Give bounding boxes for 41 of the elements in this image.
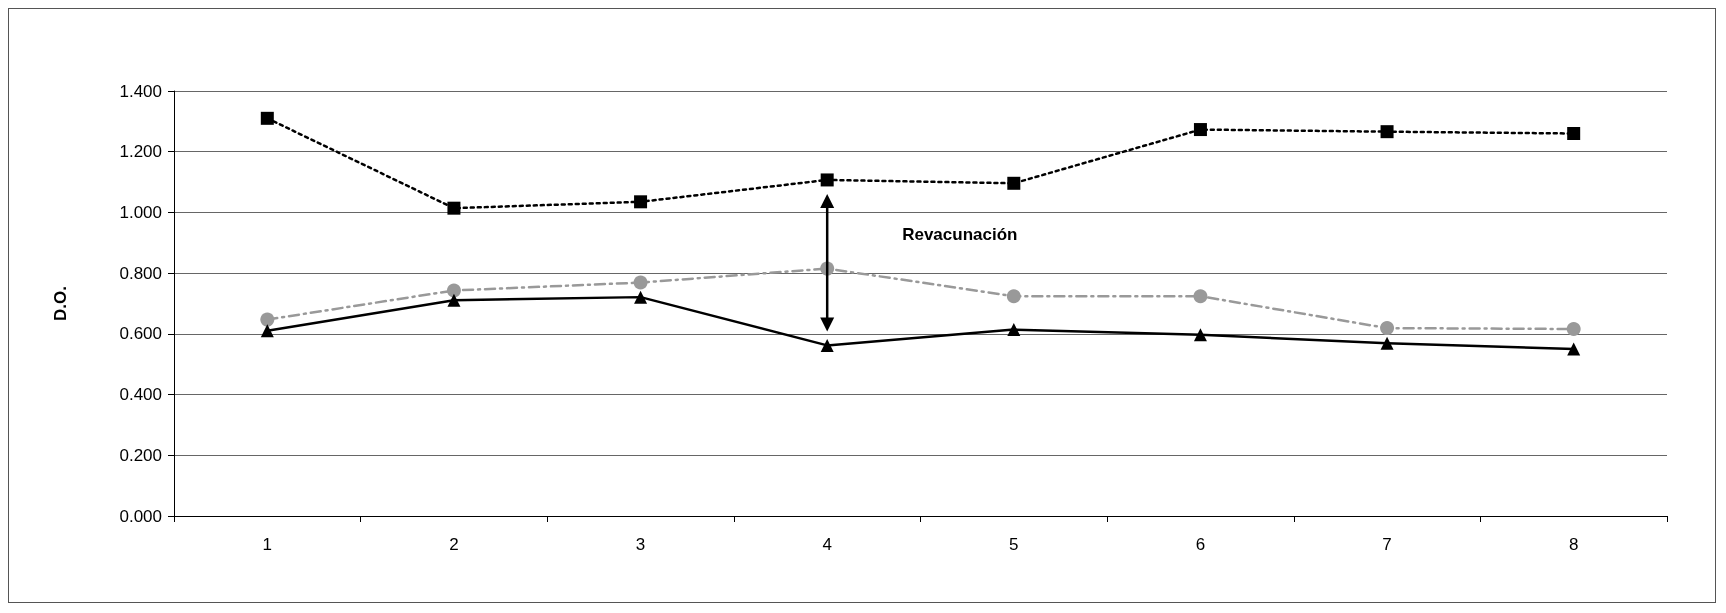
point — [634, 195, 648, 209]
point — [1007, 323, 1021, 337]
point — [1007, 176, 1021, 190]
point — [1567, 127, 1581, 140]
point — [446, 283, 461, 298]
point — [447, 293, 461, 307]
point — [1567, 342, 1581, 356]
y-tick-label: 0.600 — [119, 324, 162, 344]
x-tick-label: 4 — [822, 535, 832, 554]
x-tick-label: 8 — [1568, 535, 1579, 554]
annotation: Revacunación — [902, 224, 1018, 244]
point — [820, 338, 834, 352]
point — [1006, 289, 1021, 304]
y-tick-label: 1.200 — [119, 142, 162, 162]
point — [820, 173, 834, 187]
x-tick-label: 2 — [449, 535, 459, 554]
point — [1566, 322, 1581, 336]
y-tick-label: 1.000 — [119, 202, 162, 222]
point — [1380, 336, 1394, 350]
x-tick-label: 5 — [1009, 535, 1019, 554]
y-tick-label: 1.400 — [119, 81, 162, 101]
point — [1193, 123, 1207, 137]
x-tick-label: 7 — [1382, 535, 1392, 554]
point — [1193, 289, 1208, 304]
point — [260, 312, 275, 327]
point — [1193, 328, 1207, 342]
y-tick-label: 0.800 — [119, 263, 162, 283]
point — [634, 290, 648, 304]
point — [447, 201, 461, 215]
x-tick-label: 3 — [635, 535, 646, 554]
x-tick-label: 6 — [1195, 535, 1206, 554]
point — [260, 111, 274, 125]
x-tick-label: 1 — [262, 535, 273, 554]
point — [633, 275, 648, 290]
y-tick-label: 0.200 — [119, 445, 162, 465]
point — [1380, 321, 1395, 336]
point — [1380, 125, 1394, 139]
y-axis-title: D.O. — [51, 286, 70, 321]
y-tick-label: 0.000 — [119, 506, 162, 526]
point — [260, 324, 274, 338]
y-tick-label: 0.400 — [119, 385, 162, 405]
